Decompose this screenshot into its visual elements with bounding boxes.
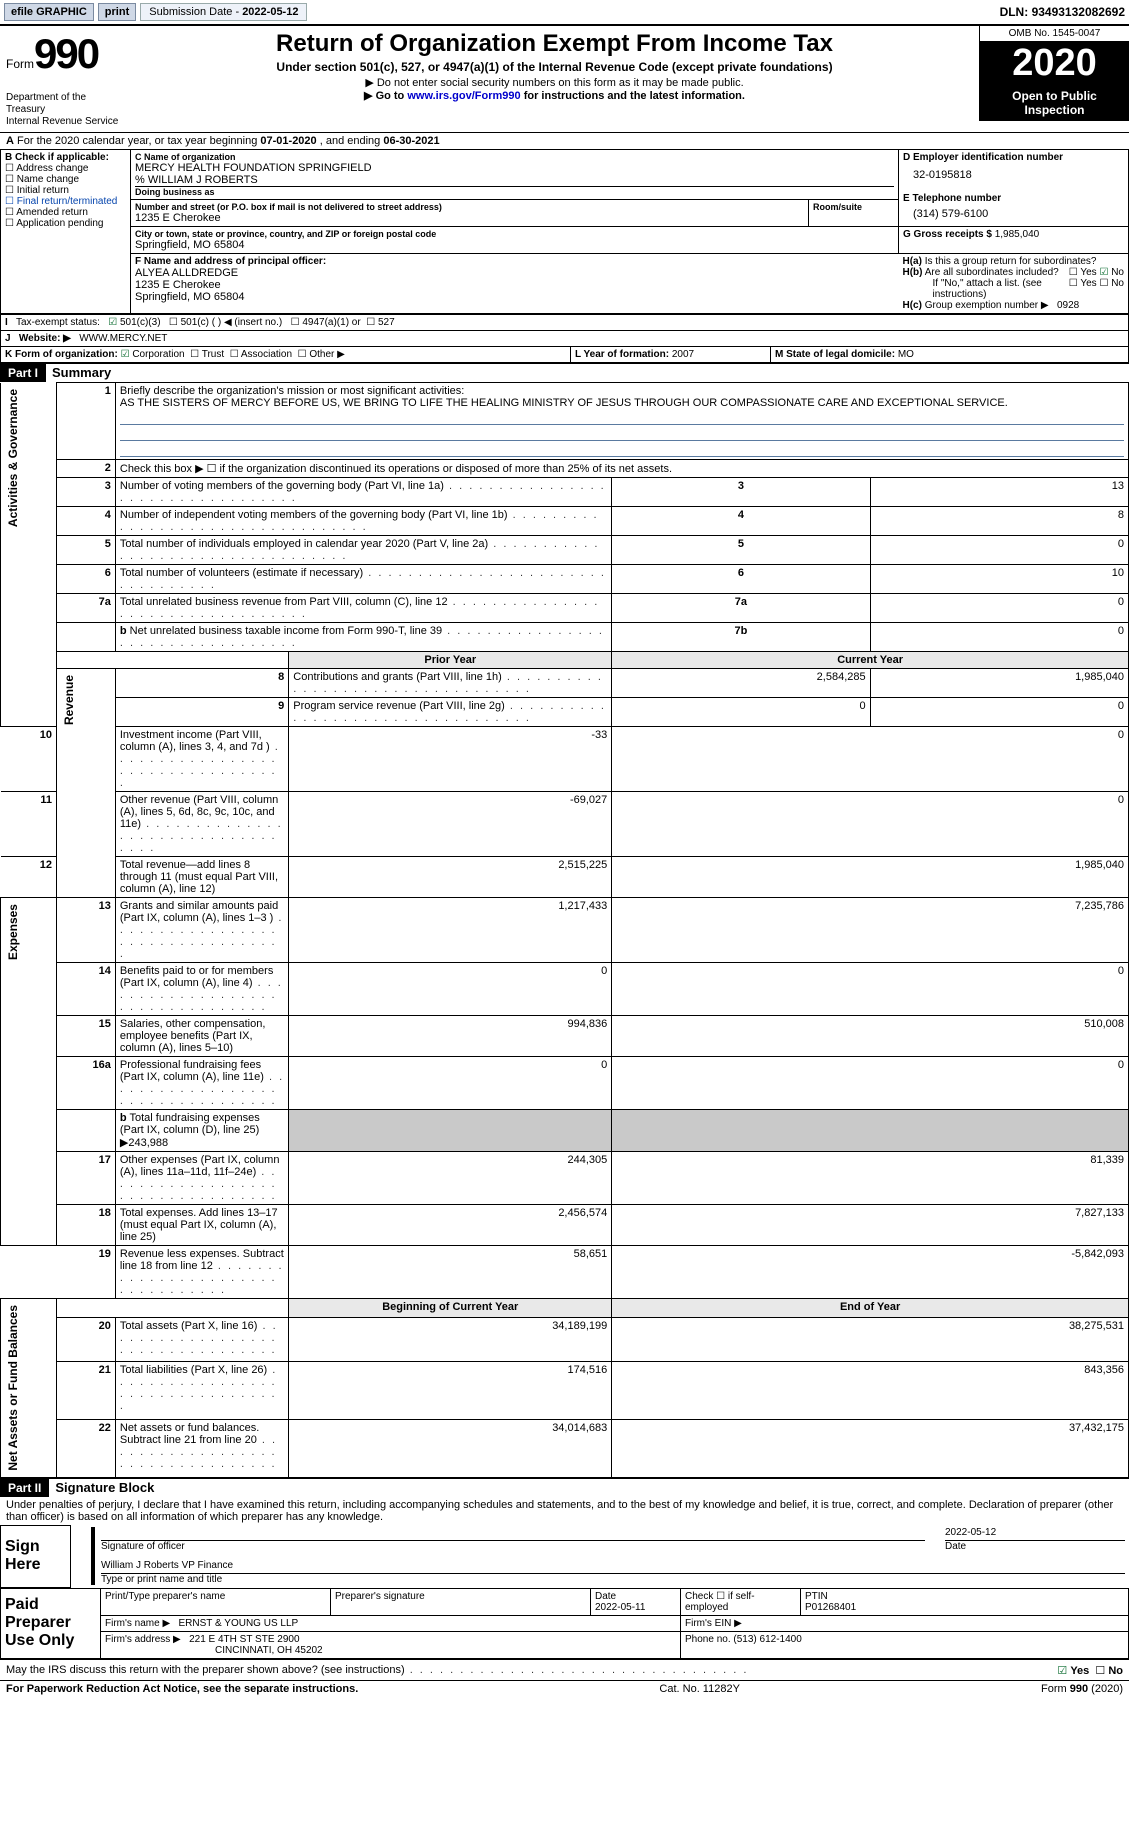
chk-app-pending[interactable]: Application pending <box>5 218 126 229</box>
dept-treasury: Department of the Treasury Internal Reve… <box>6 92 124 128</box>
section-h: H(a) Is this a group return for subordin… <box>899 254 1129 314</box>
firm-addr1: 221 E 4TH ST STE 2900 <box>189 1634 299 1645</box>
section-c-addr: Number and street (or P.O. box if mail i… <box>131 200 809 227</box>
officer-name: William J Roberts VP Finance <box>101 1560 1125 1574</box>
omb-no: OMB No. 1545-0047 <box>980 26 1129 42</box>
section-f: F Name and address of principal officer:… <box>131 254 899 314</box>
ptin: P01268401 <box>805 1602 1124 1613</box>
part-ii-header: Part IISignature Block <box>0 1478 1129 1497</box>
ha-yes[interactable] <box>1069 267 1081 278</box>
form-title: Return of Organization Exempt From Incom… <box>138 30 971 58</box>
discuss-yes[interactable] <box>1057 1665 1070 1677</box>
mission-text: AS THE SISTERS OF MERCY BEFORE US, WE BR… <box>120 397 1008 409</box>
tax-year: 2020 <box>980 42 1129 85</box>
officer-signature[interactable] <box>101 1527 925 1541</box>
room-suite: Room/suite <box>809 200 899 227</box>
title-block: Return of Organization Exempt From Incom… <box>130 26 979 106</box>
chk-amended[interactable]: Amended return <box>5 207 126 218</box>
sign-here-label: Sign Here <box>1 1525 71 1587</box>
firm-phone: (513) 612-1400 <box>733 1634 801 1645</box>
section-a: A For the 2020 calendar year, or tax yea… <box>0 132 1129 149</box>
sign-here-block: Sign Here Signature of officer 2022-05-1… <box>0 1525 1129 1588</box>
section-c-city: City or town, state or province, country… <box>131 227 899 254</box>
chk-self-employed[interactable]: Check ☐ if self-employed <box>685 1591 796 1613</box>
irs-link[interactable]: www.irs.gov/Form990 <box>407 90 520 102</box>
footer-left: For Paperwork Reduction Act Notice, see … <box>6 1683 358 1695</box>
sign-date: 2022-05-12 <box>945 1527 1125 1541</box>
chk-name-change[interactable]: Name change <box>5 174 126 185</box>
chk-501c[interactable] <box>169 317 181 328</box>
penalty-decl: Under penalties of perjury, I declare th… <box>0 1497 1129 1525</box>
paid-preparer-label: Paid Preparer Use Only <box>1 1588 101 1658</box>
chk-other[interactable] <box>298 349 310 360</box>
discuss-row: May the IRS discuss this return with the… <box>0 1659 1129 1680</box>
form990-box: Form990 Department of the Treasury Inter… <box>0 26 130 132</box>
footer-right: Form 990 (2020) <box>1041 1683 1123 1695</box>
chk-4947[interactable] <box>291 317 303 328</box>
preparer-date: 2022-05-11 <box>595 1602 676 1613</box>
ein: 32-0195818 <box>913 169 1124 181</box>
omb-year-box: OMB No. 1545-0047 2020 Open to Public In… <box>979 26 1129 121</box>
page-footer: For Paperwork Reduction Act Notice, see … <box>0 1680 1129 1697</box>
discuss-no[interactable] <box>1095 1665 1108 1677</box>
subtitle-2: ▶ Do not enter social security numbers o… <box>138 76 971 89</box>
hb-no[interactable] <box>1099 278 1111 289</box>
firm-addr2: CINCINNATI, OH 45202 <box>215 1645 323 1656</box>
form-label: Form <box>6 57 34 71</box>
section-l: L Year of formation: 2007 <box>571 347 771 363</box>
side-expenses: Expenses <box>1 898 57 1246</box>
side-revenue: Revenue <box>56 669 115 898</box>
chk-assoc[interactable] <box>230 349 241 360</box>
chk-initial-return[interactable]: Initial return <box>5 185 126 196</box>
part-i-table: Activities & Governance 1 Briefly descri… <box>0 382 1129 1478</box>
side-governance: Activities & Governance <box>1 383 57 727</box>
status-block: I Tax-exempt status: 501(c)(3) 501(c) ( … <box>0 314 1129 363</box>
chk-527[interactable] <box>366 317 378 328</box>
form-number: 990 <box>34 30 98 77</box>
section-c-name: C Name of organization MERCY HEALTH FOUN… <box>131 150 899 200</box>
print-btn[interactable]: print <box>98 3 136 21</box>
form-header: Form990 Department of the Treasury Inter… <box>0 25 1129 132</box>
open-to-public: Open to Public Inspection <box>980 85 1129 121</box>
subtitle-1: Under section 501(c), 527, or 4947(a)(1)… <box>138 60 971 74</box>
section-d-e: D Employer identification number 32-0195… <box>899 150 1129 227</box>
section-k: K Form of organization: Corporation Trus… <box>1 347 571 363</box>
part-i-header: Part ISummary <box>0 363 1129 382</box>
section-m: M State of legal domicile: MO <box>771 347 1129 363</box>
v3: 13 <box>870 478 1128 507</box>
section-i: I Tax-exempt status: 501(c)(3) 501(c) ( … <box>1 315 1129 331</box>
chk-address-change[interactable]: Address change <box>5 163 126 174</box>
firm-name: ERNST & YOUNG US LLP <box>179 1618 299 1629</box>
v7b: 0 <box>870 623 1128 652</box>
v7a: 0 <box>870 594 1128 623</box>
submission-date: Submission Date - 2022-05-12 <box>140 3 307 21</box>
efile-topbar: efile GRAPHIC print Submission Date - 20… <box>0 0 1129 25</box>
v5: 0 <box>870 536 1128 565</box>
chk-final-return[interactable]: Final return/terminated <box>5 196 126 207</box>
efile-btn[interactable]: efile GRAPHIC <box>4 3 94 21</box>
dln: DLN: 93493132082692 <box>1000 5 1125 19</box>
telephone: (314) 579-6100 <box>913 208 1124 220</box>
footer-cat: Cat. No. 11282Y <box>659 1683 740 1695</box>
side-netassets: Net Assets or Fund Balances <box>1 1299 57 1478</box>
chk-trust[interactable] <box>190 349 202 360</box>
entity-block: B Check if applicable: Address change Na… <box>0 149 1129 314</box>
subtitle-3: ▶ Go to www.irs.gov/Form990 for instruct… <box>138 89 971 102</box>
chk-501c3[interactable] <box>108 317 120 328</box>
paid-preparer-block: Paid Preparer Use Only Print/Type prepar… <box>0 1588 1129 1659</box>
section-b: B Check if applicable: Address change Na… <box>1 150 131 314</box>
chk-corp[interactable] <box>121 349 133 360</box>
hb-yes[interactable] <box>1069 278 1081 289</box>
section-g: G Gross receipts $ 1,985,040 <box>899 227 1129 254</box>
v6: 10 <box>870 565 1128 594</box>
v4: 8 <box>870 507 1128 536</box>
section-j: J Website: ▶ WWW.MERCY.NET <box>1 331 1129 347</box>
ha-no[interactable] <box>1099 267 1111 278</box>
